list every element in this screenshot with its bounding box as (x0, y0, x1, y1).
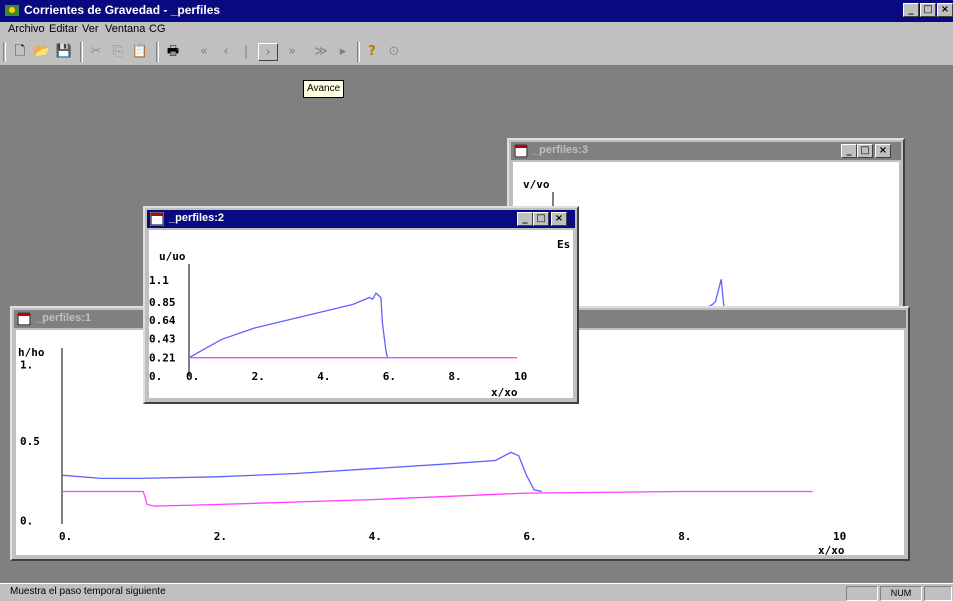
x-tick-label: 10 (833, 530, 846, 543)
y-tick-label: 0.5 (20, 435, 40, 448)
back-icon[interactable]: ‹ (223, 44, 229, 59)
series-line-2 (62, 490, 813, 507)
y-tick-label: 0.21 (149, 352, 176, 365)
perfiles-1-chart: h/ho x/xo 0. 2. 4. 6. 8. 10 1. 0.5 0. (18, 346, 846, 555)
minimize-button[interactable]: _ (841, 144, 857, 158)
menu-ventana[interactable]: Ventana (105, 23, 146, 35)
x-tick-label: 2. (252, 370, 265, 383)
pause-icon[interactable]: | (243, 44, 249, 59)
y-tick-label: 0.85 (149, 296, 176, 309)
perfiles-3-title: _perfiles:3 (533, 144, 589, 156)
y-tick-label: 0. (149, 370, 162, 383)
paste-icon[interactable]: 📋 (131, 44, 149, 59)
x-tick-label: 6. (383, 370, 396, 383)
close-button[interactable]: × (937, 3, 953, 17)
first-icon[interactable]: « (200, 44, 208, 59)
document-icon (17, 312, 31, 326)
x-axis-label: x/xo (491, 386, 518, 398)
document-icon (150, 212, 164, 226)
maximize-button[interactable]: □ (533, 212, 549, 226)
y-tick-label: 0.43 (149, 332, 176, 345)
y-axis-label: u/uo (159, 250, 186, 263)
y-axis-label: h/ho (18, 346, 45, 359)
status-bar: Muestra el paso temporal siguiente NUM (0, 583, 953, 601)
open-icon[interactable]: 📂 (33, 44, 51, 59)
skip-icon[interactable]: ≫ (314, 44, 328, 59)
corner-label: Es (557, 238, 570, 251)
app-icon[interactable] (4, 3, 20, 18)
x-tick-label: 8. (448, 370, 461, 383)
document-icon (514, 144, 528, 158)
x-tick-label: 0. (59, 530, 72, 543)
perfiles-1-title: _perfiles:1 (36, 312, 92, 324)
status-panel-scrl (924, 586, 952, 601)
help-pointer-icon[interactable]: ⊙ (388, 44, 400, 59)
app-title: Corrientes de Gravedad - _perfiles (24, 3, 221, 17)
x-axis-label: x/xo (818, 544, 845, 555)
perfiles-3-title-bar[interactable]: _perfiles:3 _ □ × (511, 142, 901, 160)
menu-cg[interactable]: CG (149, 23, 166, 35)
copy-icon[interactable]: ⎘ (112, 44, 124, 59)
restore-button[interactable]: □ (920, 3, 936, 17)
menu-bar: Archivo Editar Ver Ventana CG (0, 22, 953, 38)
y-axis-label: v/vo (523, 178, 550, 191)
perfiles-2-window[interactable]: _perfiles:2 _ □ × u/uo x/xo 0. 2. 4. 6. 8. 10 1.… (143, 206, 579, 404)
y-tick-label: 0. (20, 515, 33, 528)
menu-editar[interactable]: Editar (49, 23, 78, 35)
toolbar: 🗋 📂 💾 ✂ ⎘ 📋 🖶 « ‹ | › » ≫ ▸ ? ⊙ (0, 38, 953, 66)
x-tick-label: 8. (678, 530, 691, 543)
app-title-bar[interactable]: Corrientes de Gravedad - _perfiles _ □ × (0, 0, 953, 22)
series-line-1 (188, 292, 389, 359)
perfiles-2-title-bar[interactable]: _perfiles:2 _ □ × (147, 210, 575, 228)
maximize-button[interactable]: □ (857, 144, 873, 158)
y-tick-label: 0.64 (149, 314, 176, 327)
print-icon[interactable]: 🖶 (166, 44, 180, 59)
x-tick-label: 0. (186, 370, 199, 383)
minimize-button[interactable]: _ (903, 3, 919, 17)
x-tick-label: 2. (214, 530, 227, 543)
perfiles-2-chart-area: u/uo x/xo 0. 2. 4. 6. 8. 10 1.1 0.85 0.64 0.43 0.21 0… (149, 230, 573, 398)
help-icon[interactable]: ? (368, 44, 376, 59)
series-line-1 (61, 451, 543, 493)
tooltip: Avance (303, 80, 345, 98)
menu-ver[interactable]: Ver (82, 23, 99, 35)
last-icon[interactable]: ▸ (339, 44, 347, 59)
close-button[interactable]: × (875, 144, 891, 158)
minimize-button[interactable]: _ (517, 212, 533, 226)
cut-icon[interactable]: ✂ (90, 44, 102, 59)
x-tick-label: 10 (514, 370, 527, 383)
status-panel-caps (846, 586, 878, 601)
forward-icon[interactable]: › (258, 43, 278, 61)
fast-forward-icon[interactable]: » (288, 44, 296, 59)
close-button[interactable]: × (551, 212, 567, 226)
perfiles-2-title: _perfiles:2 (169, 212, 225, 224)
status-message: Muestra el paso temporal siguiente (10, 586, 166, 597)
status-panel-num: NUM (880, 586, 922, 601)
x-tick-label: 4. (369, 530, 382, 543)
x-tick-label: 4. (317, 370, 330, 383)
y-tick-label: 1.1 (149, 274, 169, 287)
save-icon[interactable]: 💾 (55, 44, 73, 59)
x-tick-label: 6. (523, 530, 536, 543)
new-icon[interactable]: 🗋 (14, 44, 26, 59)
perfiles-2-chart: u/uo x/xo 0. 2. 4. 6. 8. 10 1.1 0.85 0.64 0.43 0.21 0… (149, 238, 570, 398)
menu-archivo[interactable]: Archivo (8, 23, 45, 35)
y-tick-label: 1. (20, 359, 33, 372)
